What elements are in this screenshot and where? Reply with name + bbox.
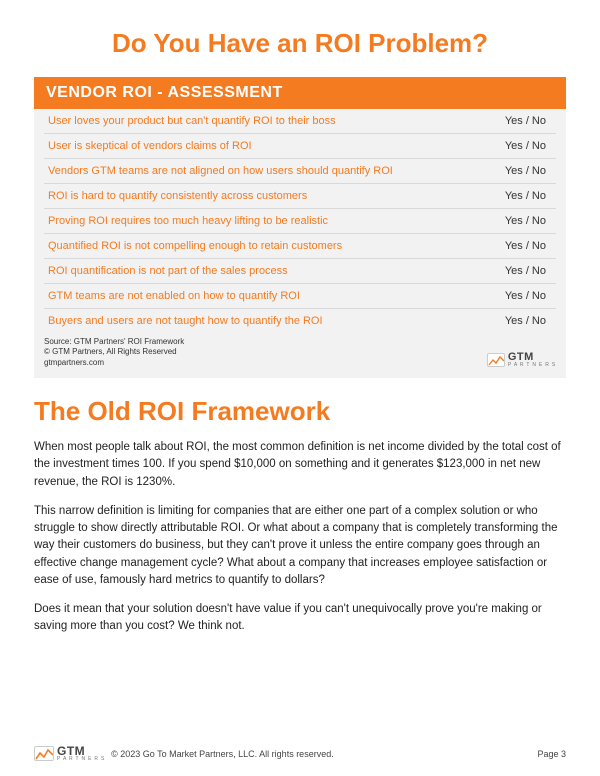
assessment-row-answer: Yes / No [505,290,552,302]
assessment-source-row: Source: GTM Partners' ROI Framework © GT… [34,333,566,370]
assessment-table: User loves your product but can't quanti… [34,109,566,333]
assessment-row-text: User is skeptical of vendors claims of R… [48,140,505,152]
section-heading: The Old ROI Framework [34,396,566,427]
assessment-row-answer: Yes / No [505,165,552,177]
page-title: Do You Have an ROI Problem? [34,28,566,59]
source-line: gtmpartners.com [44,358,184,368]
assessment-row: Proving ROI requires too much heavy lift… [44,209,556,234]
page-number: Page 3 [537,749,566,759]
assessment-row-text: Proving ROI requires too much heavy lift… [48,215,505,227]
assessment-row-text: ROI is hard to quantify consistently acr… [48,190,505,202]
footer-left: GTM P A R T N E R S © 2023 Go To Market … [34,745,334,762]
body-paragraph: Does it mean that your solution doesn't … [34,601,566,636]
logo-subtext: P A R T N E R S [57,757,105,762]
assessment-header: VENDOR ROI - ASSESSMENT [34,77,566,109]
assessment-row-text: User loves your product but can't quanti… [48,115,505,127]
gtm-logo: GTM P A R T N E R S [487,352,556,368]
assessment-row: ROI quantification is not part of the sa… [44,259,556,284]
assessment-row-text: Quantified ROI is not compelling enough … [48,240,505,252]
assessment-row: Quantified ROI is not compelling enough … [44,234,556,259]
source-line: © GTM Partners, All Rights Reserved [44,347,184,357]
source-line: Source: GTM Partners' ROI Framework [44,337,184,347]
assessment-row-text: GTM teams are not enabled on how to quan… [48,290,505,302]
assessment-row: ROI is hard to quantify consistently acr… [44,184,556,209]
logo-subtext: P A R T N E R S [508,363,556,368]
assessment-row: Vendors GTM teams are not aligned on how… [44,159,556,184]
assessment-row-text: Vendors GTM teams are not aligned on how… [48,165,505,177]
assessment-row-answer: Yes / No [505,265,552,277]
assessment-row: GTM teams are not enabled on how to quan… [44,284,556,309]
logo-mark-icon [487,353,505,367]
assessment-row-answer: Yes / No [505,140,552,152]
assessment-box: VENDOR ROI - ASSESSMENT User loves your … [34,77,566,378]
body-text: When most people talk about ROI, the mos… [34,439,566,636]
logo-mark-icon [34,746,54,761]
assessment-row: User loves your product but can't quanti… [44,109,556,134]
assessment-row-answer: Yes / No [505,240,552,252]
assessment-row-text: Buyers and users are not taught how to q… [48,315,505,327]
gtm-logo-footer: GTM P A R T N E R S [34,745,105,762]
assessment-row-answer: Yes / No [505,315,552,327]
assessment-row-answer: Yes / No [505,115,552,127]
assessment-row-answer: Yes / No [505,215,552,227]
body-paragraph: When most people talk about ROI, the mos… [34,439,566,491]
assessment-row: User is skeptical of vendors claims of R… [44,134,556,159]
page-footer: GTM P A R T N E R S © 2023 Go To Market … [34,745,566,762]
assessment-source: Source: GTM Partners' ROI Framework © GT… [44,337,184,368]
logo-text-block: GTM P A R T N E R S [508,352,556,368]
logo-text-block: GTM P A R T N E R S [57,745,105,762]
assessment-row: Buyers and users are not taught how to q… [44,309,556,333]
assessment-row-answer: Yes / No [505,190,552,202]
body-paragraph: This narrow definition is limiting for c… [34,503,566,589]
assessment-row-text: ROI quantification is not part of the sa… [48,265,505,277]
footer-copyright: © 2023 Go To Market Partners, LLC. All r… [111,749,334,759]
